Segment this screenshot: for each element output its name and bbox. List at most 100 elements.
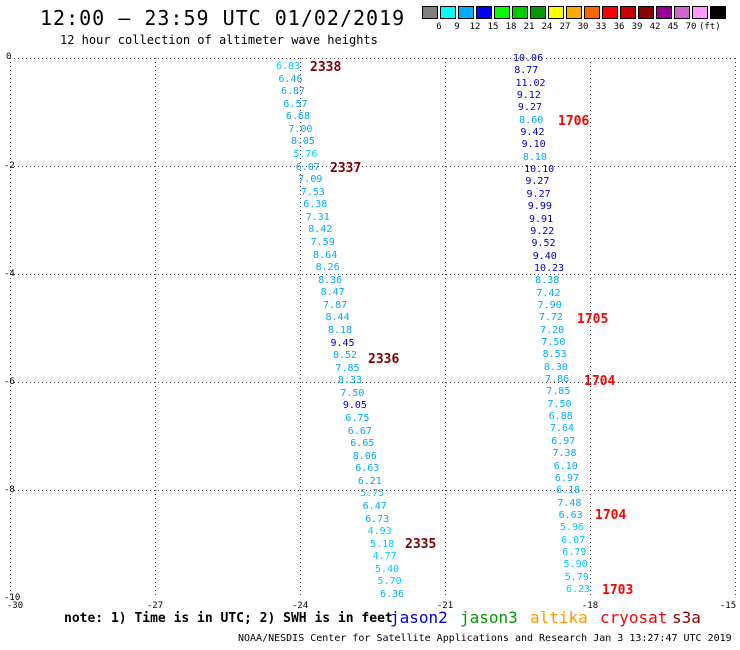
wave-height-value-east: 7.85 xyxy=(546,386,571,398)
color-scale-label: 18 xyxy=(505,22,517,32)
pass-time-label-east: 1704 xyxy=(584,374,616,389)
wave-height-value-east: 5.79 xyxy=(564,571,589,583)
wave-height-value-east: 7.86 xyxy=(545,374,570,386)
plot-grid xyxy=(10,58,738,598)
color-scale-label: 21 xyxy=(523,22,535,32)
wave-height-value-west: 6.68 xyxy=(285,111,310,123)
wave-height-value-east: 7.72 xyxy=(538,312,563,324)
color-scale-label: 9 xyxy=(454,22,460,32)
wave-height-value-west: 6.07 xyxy=(295,161,320,173)
color-swatch xyxy=(548,6,564,19)
wave-height-value-east: 9.27 xyxy=(526,188,551,200)
wave-height-value-east: 8.60 xyxy=(519,114,544,126)
x-tick-label: -21 xyxy=(436,601,454,611)
wave-height-value-west: 7.53 xyxy=(300,186,325,198)
wave-height-value-east: 6.23 xyxy=(566,584,591,595)
pass-time-label-east: 1706 xyxy=(558,114,590,129)
color-swatch xyxy=(566,6,582,19)
color-scale-label: 15 xyxy=(487,22,499,32)
wave-height-value-west: 8.52 xyxy=(332,350,358,362)
wave-height-value-east: 6.10 xyxy=(553,460,578,472)
pass-time-label-west: 2337 xyxy=(330,161,362,176)
wave-height-value-east: 9.27 xyxy=(525,176,550,188)
wave-height-value-east: 8.30 xyxy=(543,361,568,373)
wave-height-value-west: 5.18 xyxy=(370,538,395,550)
legend-jason2: jason2 xyxy=(390,608,448,627)
wave-height-value-east: 7.38 xyxy=(552,448,577,460)
wave-height-value-east: 5.96 xyxy=(559,522,584,534)
wave-height-value-west: 7.50 xyxy=(340,387,365,399)
wave-height-value-east: 6.79 xyxy=(562,546,587,558)
wave-height-value-west: 9.05 xyxy=(342,400,367,412)
x-tick-label: -15 xyxy=(719,601,737,611)
wave-height-value-east: 6.88 xyxy=(548,411,573,423)
wave-height-value-west: 6.63 xyxy=(355,463,380,475)
wave-height-value-west: 8.06 xyxy=(352,450,377,462)
wave-height-value-west: 8.26 xyxy=(315,262,340,274)
wave-height-value-east: 6.97 xyxy=(551,435,576,447)
wave-height-value-west: 8.05 xyxy=(290,136,315,148)
color-swatch xyxy=(422,6,438,19)
wave-height-value-east: 6.07 xyxy=(561,534,586,546)
wave-height-value-west: 6.65 xyxy=(350,438,375,450)
color-swatch xyxy=(656,6,672,19)
wave-height-value-west: 7.85 xyxy=(335,362,360,374)
wave-height-value-east: 10.10 xyxy=(524,164,555,176)
wave-height-value-east: 9.12 xyxy=(516,90,541,102)
wave-height-value-east: 7.50 xyxy=(547,398,572,410)
wave-height-value-east: 10.23 xyxy=(533,262,565,274)
wave-height-value-east: 9.52 xyxy=(531,238,556,250)
y-tick-label: -6 xyxy=(4,377,15,387)
x-tick-label: -27 xyxy=(146,601,164,611)
color-swatch xyxy=(584,6,600,19)
legend-s3a: s3a xyxy=(672,608,701,627)
wave-height-value-east: 8.10 xyxy=(522,151,547,163)
wave-height-value-west: 9.45 xyxy=(330,337,355,349)
wave-height-value-west: 6.73 xyxy=(365,513,390,525)
wave-height-value-west: 7.31 xyxy=(305,211,330,223)
pass-time-label-east: 1704 xyxy=(595,508,627,523)
wave-height-value-west: 4.93 xyxy=(367,526,392,538)
wave-height-value-east: 6.18 xyxy=(556,485,581,497)
wave-height-value-east: 9.42 xyxy=(520,127,545,139)
wave-height-value-west: 7.87 xyxy=(323,299,348,311)
map-subtitle: 12 hour collection of altimeter wave hei… xyxy=(60,33,378,47)
color-swatch xyxy=(458,6,474,19)
wave-height-value-west: 5.75 xyxy=(360,488,385,500)
color-scale-label: 6 xyxy=(436,22,442,32)
wave-height-value-east: 9.40 xyxy=(532,250,557,262)
pass-time-label-east: 1703 xyxy=(602,583,634,598)
wave-height-value-west: 7.09 xyxy=(298,174,323,186)
wave-height-value-east: 8.53 xyxy=(542,349,567,361)
wave-height-value-west: 7.00 xyxy=(288,123,313,135)
color-scale-label: 45 xyxy=(667,22,679,32)
color-scale-label: 39 xyxy=(631,22,643,32)
wave-height-value-west: 6.87 xyxy=(280,86,306,98)
wave-height-value-west: 6.21 xyxy=(357,475,382,487)
color-scale-label: 30 xyxy=(577,22,589,32)
color-scale-label: 42 xyxy=(649,22,661,32)
legend-altika: altika xyxy=(530,608,588,627)
legend-jason3: jason3 xyxy=(460,608,518,627)
wave-height-value-east: 9.27 xyxy=(517,102,543,114)
color-swatch xyxy=(476,6,492,19)
color-swatch xyxy=(674,6,690,19)
wave-height-value-east: 7.50 xyxy=(541,337,566,349)
color-swatch xyxy=(602,6,618,19)
wave-height-value-east: 7.20 xyxy=(540,324,565,336)
wave-height-value-east: 8.38 xyxy=(535,275,560,287)
wave-height-value-east: 7.64 xyxy=(549,423,575,435)
color-scale-label: 12 xyxy=(469,22,481,32)
color-swatch xyxy=(530,6,546,19)
color-swatch xyxy=(710,6,726,19)
y-tick-label: -2 xyxy=(4,161,15,171)
color-scale-label: 36 xyxy=(613,22,625,32)
pass-time-label-west: 2335 xyxy=(405,537,437,552)
color-scale-label: 27 xyxy=(559,22,571,32)
wave-height-value-east: 9.99 xyxy=(527,201,552,213)
wave-height-value-west: 5.40 xyxy=(375,563,400,575)
color-swatch xyxy=(638,6,654,19)
map-title: 12:00 – 23:59 UTC 01/02/2019 xyxy=(40,6,406,30)
footer-credit: NOAA/NESDIS Center for Satellite Applica… xyxy=(238,633,732,644)
wave-height-value-west: 8.33 xyxy=(337,375,362,387)
